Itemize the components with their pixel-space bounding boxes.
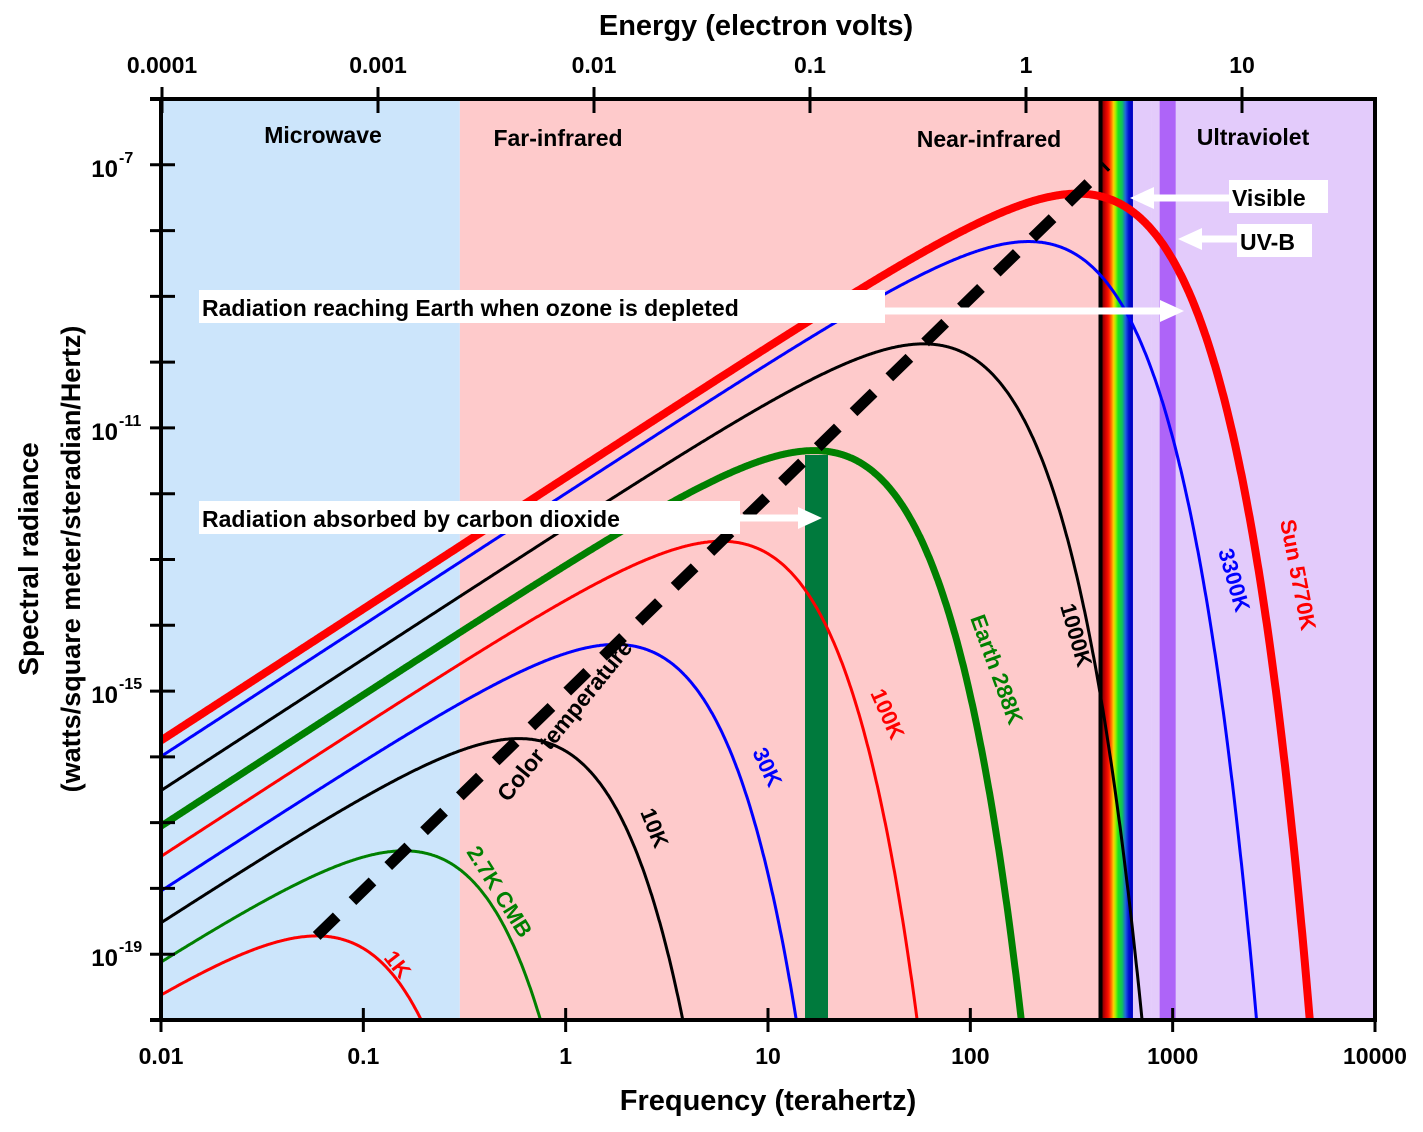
x2-tick-label: 0.001 <box>349 52 407 78</box>
visible-label-text: Visible <box>1232 185 1306 211</box>
curve-sun-5770k <box>161 189 1314 1020</box>
y-tick-exponent: -7 <box>119 150 133 167</box>
x-tick-label: 100 <box>951 1043 989 1069</box>
x2-tick-label: 10 <box>1229 52 1255 78</box>
annotations: Visible UV-B Radiation reaching Earth when… <box>199 180 1328 534</box>
ozone-arrow-head <box>1160 300 1184 322</box>
curve-3300k <box>161 240 1259 1020</box>
spectral-bands <box>805 99 1176 1020</box>
y-tick-exponent: -19 <box>119 939 142 956</box>
region-label-ultraviolet: Ultraviolet <box>1197 124 1310 150</box>
uvb-arrow-head <box>1178 228 1202 250</box>
region-label-microwave: Microwave <box>264 122 382 148</box>
y-tick-label: 10 <box>91 682 118 709</box>
visible-label-box <box>1229 180 1328 213</box>
curve-earth-288k <box>161 447 1025 1020</box>
region-label-near-infrared: Near-infrared <box>917 126 1061 152</box>
curve-1000k <box>161 342 1144 1020</box>
x-tick-label: 1 <box>559 1043 572 1069</box>
x2-tick-label: 1 <box>1020 52 1033 78</box>
co2-label-text: Radiation absorbed by carbon dioxide <box>202 506 620 532</box>
x-tick-label: 10000 <box>1343 1043 1407 1069</box>
curve-1k <box>161 934 423 1020</box>
y-axis-title: Spectral radiance <box>13 442 44 675</box>
uvb-band <box>1159 99 1176 1020</box>
ozone-label-box <box>199 290 885 323</box>
x2-tick-label: 0.01 <box>572 52 617 78</box>
curve-10k <box>161 737 685 1020</box>
co2-label-box <box>199 501 740 534</box>
region-far-infrared <box>459 99 768 1020</box>
y-tick-label: 10 <box>91 945 118 972</box>
x2-tick-label: 0.0001 <box>127 52 198 78</box>
co2-arrow-head <box>798 507 822 529</box>
y-tick-label: 10 <box>91 156 118 183</box>
curve-2-7k-cmb <box>161 849 543 1020</box>
planck-curves <box>161 189 1314 1020</box>
y-tick-exponent: -11 <box>119 413 141 430</box>
y-tick-exponent: -15 <box>119 676 142 693</box>
x-axis-title: Frequency (terahertz) <box>620 1085 917 1117</box>
curve-30k <box>161 642 798 1020</box>
uvb-label-box <box>1237 224 1312 257</box>
x-tick-label: 1000 <box>1147 1043 1198 1069</box>
region-label-far-infrared: Far-infrared <box>493 125 622 151</box>
axes: 0.01 0.1 1 10 100 1000 10000 0.0001 0.001 0.01 0.1… <box>91 52 1407 1069</box>
x2-axis-title: Energy (electron volts) <box>599 10 913 42</box>
y-tick-label: 10 <box>91 419 118 446</box>
color-temperature-line <box>312 161 1111 940</box>
ozone-label-text: Radiation reaching Earth when ozone is d… <box>202 295 739 321</box>
y-axis-units: (watts/square meter/steradian/Hertz) <box>56 326 86 793</box>
x-tick-label: 10 <box>755 1043 781 1069</box>
x-tick-label: 0.1 <box>347 1043 379 1069</box>
visible-band-strip <box>1131 99 1133 1020</box>
visible-band-edge <box>1098 99 1103 1020</box>
x2-tick-label: 0.1 <box>794 52 826 78</box>
uvb-label-text: UV-B <box>1240 229 1295 255</box>
co2-absorption-band <box>805 455 828 1020</box>
region-microwave <box>161 99 460 1020</box>
x-tick-label: 0.01 <box>139 1043 184 1069</box>
curve-100k <box>161 539 919 1020</box>
visible-arrow-head <box>1130 187 1154 209</box>
color-temperature-dashed-line <box>312 161 1111 940</box>
